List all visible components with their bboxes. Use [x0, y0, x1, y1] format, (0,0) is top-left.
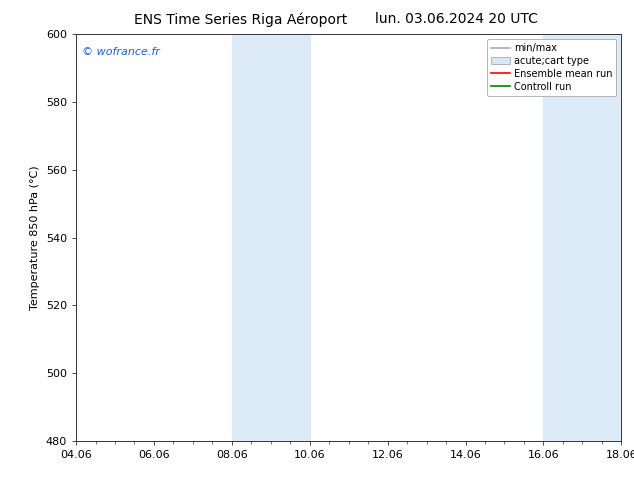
Text: ENS Time Series Riga Aéroport: ENS Time Series Riga Aéroport	[134, 12, 347, 27]
Legend: min/max, acute;cart type, Ensemble mean run, Controll run: min/max, acute;cart type, Ensemble mean …	[487, 39, 616, 96]
Bar	[232, 34, 310, 441]
Text: © wofrance.fr: © wofrance.fr	[82, 47, 159, 56]
Text: lun. 03.06.2024 20 UTC: lun. 03.06.2024 20 UTC	[375, 12, 538, 26]
Y-axis label: Temperature 850 hPa (°C): Temperature 850 hPa (°C)	[30, 165, 40, 310]
Bar	[543, 34, 621, 441]
